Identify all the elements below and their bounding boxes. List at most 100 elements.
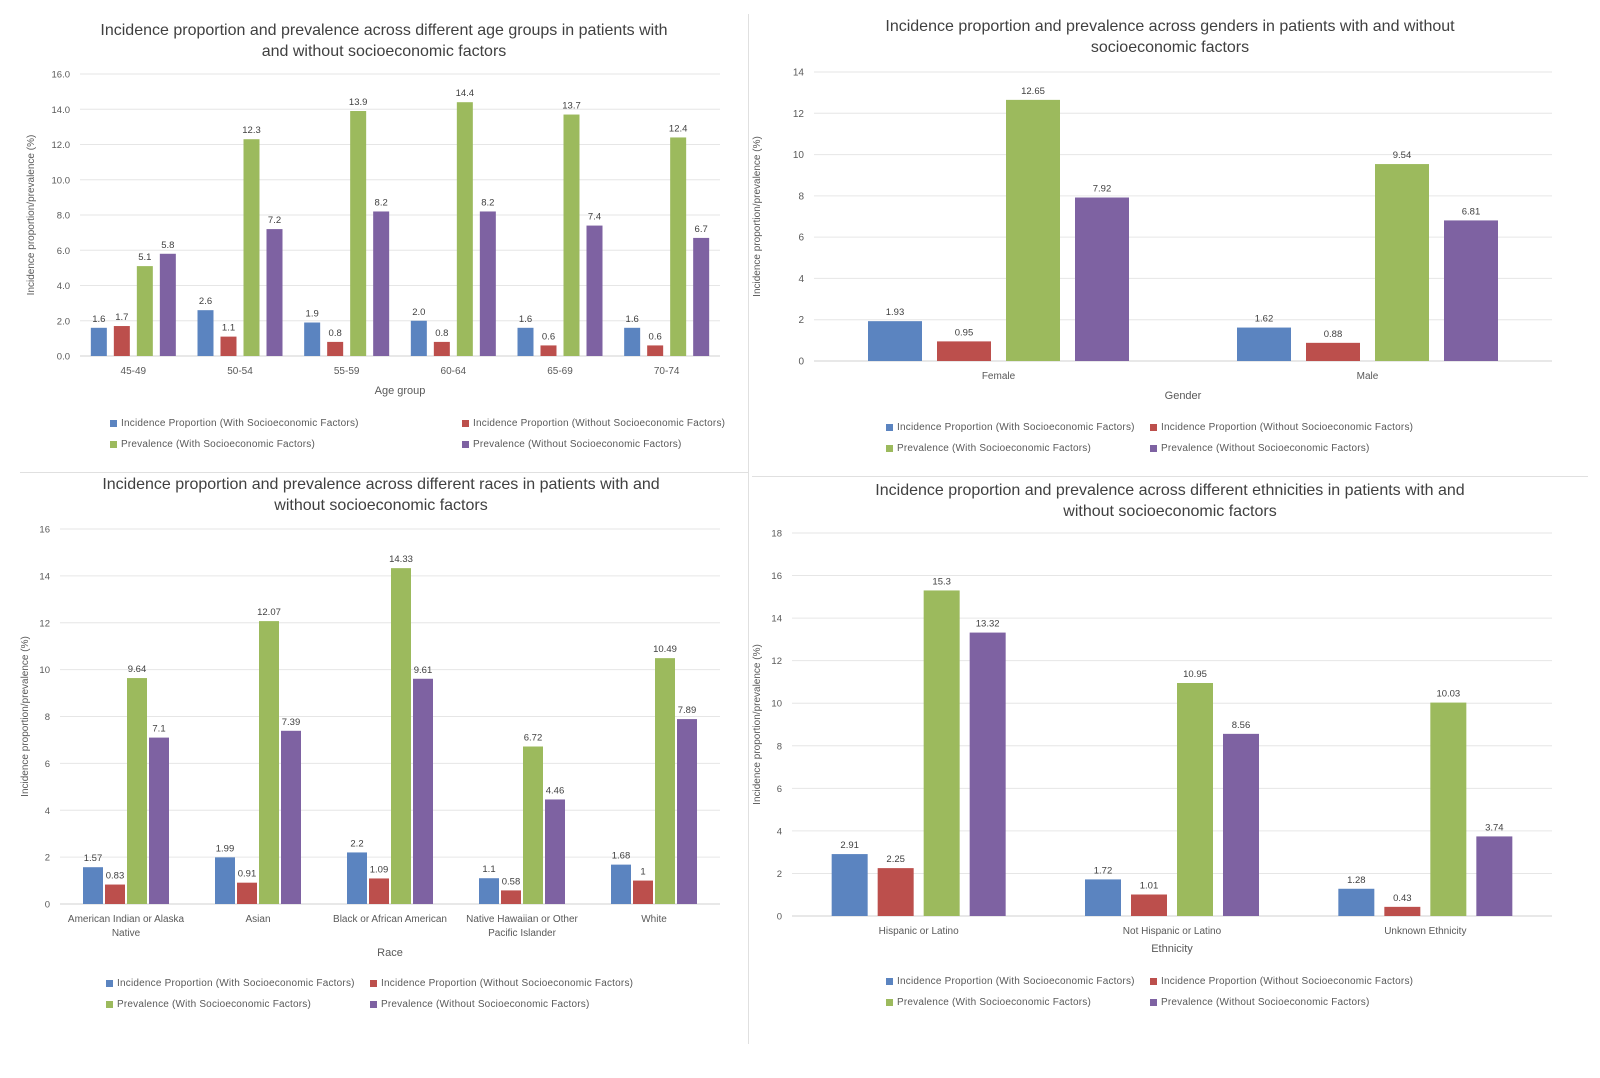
chart-title-line-1: Incidence proportion and prevalence acro…	[102, 476, 660, 493]
data-label: 8.56	[1232, 720, 1251, 731]
data-label: 1.01	[1140, 881, 1159, 892]
data-label: 2.25	[886, 854, 905, 865]
legend-label: Incidence Proportion (Without Socioecono…	[473, 418, 726, 429]
bar-chart-age: 0.0 2.0 4.0 6.0 8.0 10.0 12.0 14.0 16.0 1.6 1.7 5.1…	[26, 70, 720, 397]
category-label: Hispanic or Latino	[879, 926, 959, 937]
bar-incidence-with	[868, 321, 922, 361]
legend-item-prevalence-without: Prevalence (Without Socioeconomic Factor…	[462, 439, 681, 450]
data-label: 14.4	[456, 88, 475, 99]
data-label: 6.81	[1462, 206, 1481, 217]
y-tick-label: 4	[798, 274, 804, 285]
bar-prevalence-without	[545, 799, 565, 904]
bar-prevalence-without	[1223, 733, 1259, 916]
bar-prevalence-without	[1476, 836, 1513, 916]
legend-label: Prevalence (Without Socioeconomic Factor…	[1161, 997, 1370, 1008]
bar-prevalence-with	[136, 266, 153, 356]
bar-prevalence-with	[563, 114, 580, 356]
legend-label: Prevalence (Without Socioeconomic Factor…	[381, 999, 590, 1010]
data-label: 9.64	[128, 664, 147, 675]
data-label: 8.2	[375, 197, 388, 208]
bar-incidence-without	[220, 336, 237, 356]
data-label: 7.1	[152, 724, 165, 735]
bar-prevalence-with	[923, 590, 960, 916]
data-label: 5.1	[138, 252, 151, 263]
y-tick-label: 10	[771, 699, 782, 710]
y-tick-label: 8	[798, 191, 804, 202]
legend-item-incidence-without: Incidence Proportion (Without Socioecono…	[462, 418, 725, 429]
data-label: 13.9	[349, 97, 368, 108]
legend-item-incidence-with: Incidence Proportion (With Socioeconomic…	[886, 976, 1135, 987]
y-tick-label: 0.0	[57, 352, 70, 363]
category-label: Not Hispanic or Latino	[1123, 926, 1222, 937]
y-tick-label: 2	[777, 869, 782, 880]
legend-swatch	[462, 441, 469, 448]
bar-incidence-with	[1237, 327, 1291, 361]
legend-item-incidence-with: Incidence Proportion (With Socioeconomic…	[106, 978, 355, 989]
data-label: 0.8	[329, 328, 342, 339]
bar-incidence-without	[237, 882, 257, 904]
chart-title: Incidence proportion and prevalence acro…	[752, 16, 1588, 58]
data-label: 3.74	[1485, 822, 1504, 833]
category-label: American Indian or Alaska	[68, 914, 185, 925]
legend-item-prevalence-without: Prevalence (Without Socioeconomic Factor…	[1150, 443, 1369, 454]
horizontal-divider-left	[20, 472, 748, 473]
bar-incidence-without	[433, 341, 450, 356]
bar-incidence-with	[347, 852, 367, 904]
bar-incidence-with	[304, 322, 321, 356]
data-label: 1.09	[370, 864, 389, 875]
data-label: 1.68	[612, 851, 631, 862]
data-label: 0.58	[502, 876, 521, 887]
bar-prevalence-without	[479, 211, 496, 356]
category-label: Female	[982, 371, 1016, 382]
legend-swatch	[110, 420, 117, 427]
legend-swatch	[886, 999, 893, 1006]
chart-legend: Incidence Proportion (With Socioeconomic…	[106, 978, 666, 1020]
bar-prevalence-without	[969, 632, 1006, 916]
legend-label: Incidence Proportion (With Socioeconomic…	[897, 422, 1135, 433]
data-label: 9.54	[1393, 150, 1412, 161]
bar-prevalence-without	[281, 730, 301, 904]
y-axis-label: Incidence proportion/prevalence (%)	[26, 135, 37, 296]
data-label: 13.32	[976, 619, 1000, 630]
data-label: 2.91	[840, 840, 859, 851]
chart-title: Incidence proportion and prevalence acro…	[20, 20, 748, 62]
y-axis-label: Incidence proportion/prevalence (%)	[752, 644, 763, 805]
bar-incidence-without	[877, 868, 914, 916]
legend-swatch	[886, 424, 893, 431]
y-tick-label: 6.0	[57, 246, 70, 257]
legend-label: Incidence Proportion (With Socioeconomic…	[897, 976, 1135, 987]
data-label: 2.0	[412, 307, 425, 318]
y-tick-label: 16	[39, 525, 50, 536]
legend-item-prevalence-with: Prevalence (With Socioeconomic Factors)	[886, 443, 1091, 454]
data-label: 0.6	[542, 331, 555, 342]
y-axis-label: Incidence proportion/prevalence (%)	[20, 636, 31, 797]
legend-item-incidence-without: Incidence Proportion (Without Socioecono…	[1150, 422, 1413, 433]
data-label: 0.83	[106, 871, 125, 882]
chart-title-line-2: without socioeconomic factors	[274, 497, 488, 514]
x-axis-label: Race	[377, 947, 403, 959]
legend-swatch	[370, 980, 377, 987]
data-label: 8.2	[481, 197, 494, 208]
data-label: 7.92	[1093, 184, 1112, 195]
legend-label: Prevalence (Without Socioeconomic Factor…	[1161, 443, 1370, 454]
y-tick-label: 4	[45, 806, 50, 817]
data-label: 12.4	[669, 123, 688, 134]
legend-swatch	[110, 441, 117, 448]
category-label: Pacific Islander	[488, 928, 556, 939]
bar-prevalence-with	[1006, 99, 1060, 361]
legend-swatch	[886, 978, 893, 985]
data-label: 12.07	[257, 607, 281, 618]
bar-incidence-with	[1085, 879, 1121, 916]
legend-swatch	[106, 980, 113, 987]
bar-prevalence-with	[523, 746, 543, 904]
category-label: 70-74	[654, 366, 680, 377]
bar-prevalence-without	[149, 737, 169, 904]
bar-prevalence-with	[456, 102, 473, 356]
y-tick-label: 10	[793, 150, 805, 161]
legend-item-incidence-with: Incidence Proportion (With Socioeconomic…	[110, 418, 359, 429]
y-tick-label: 0	[777, 912, 782, 923]
data-label: 10.95	[1183, 669, 1207, 680]
data-label: 1.57	[84, 853, 103, 864]
bar-prevalence-with	[127, 678, 147, 904]
x-axis-label: Gender	[1165, 390, 1202, 402]
